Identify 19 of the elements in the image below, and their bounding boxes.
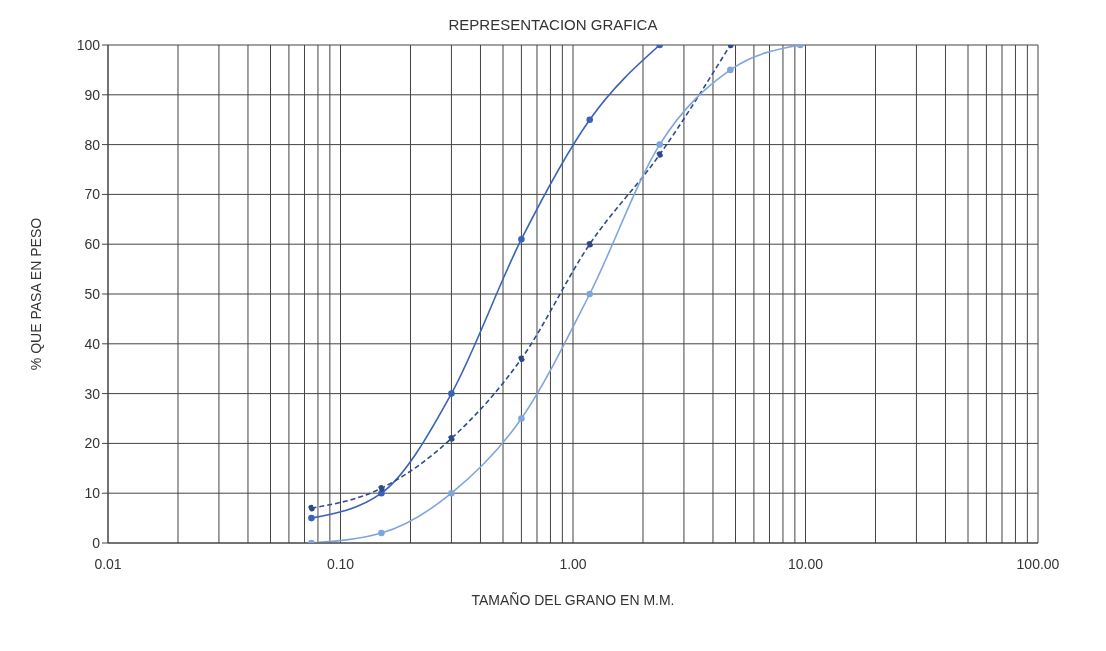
y-tick-label: 20 xyxy=(84,435,101,452)
chart-title: REPRESENTACION GRAFICA xyxy=(447,15,659,33)
x-tick-label: 100.00 xyxy=(1016,555,1060,572)
y-tick-label: 100 xyxy=(76,36,101,53)
y-tick-label: 70 xyxy=(84,186,101,203)
y-tick-label: 90 xyxy=(84,86,101,103)
x-tick-label: 1.00 xyxy=(559,555,587,572)
y-tick-label: 50 xyxy=(84,285,101,302)
y-tick-label: 60 xyxy=(84,236,101,253)
y-tick-label: 40 xyxy=(84,335,101,352)
y-tick-label: 30 xyxy=(84,385,101,402)
y-axis-title: % QUE PASA EN PESO xyxy=(27,217,44,371)
x-tick-label: 10.00 xyxy=(787,555,824,572)
y-tick-label: 80 xyxy=(84,136,101,153)
x-tick-label: 0.10 xyxy=(326,555,355,572)
y-tick-label: 0 xyxy=(92,534,101,551)
x-axis-title: TAMAÑO DEL GRANO EN M.M. xyxy=(471,592,675,608)
y-tick-label: 10 xyxy=(84,485,101,502)
x-tick-label: 0.01 xyxy=(94,555,122,572)
